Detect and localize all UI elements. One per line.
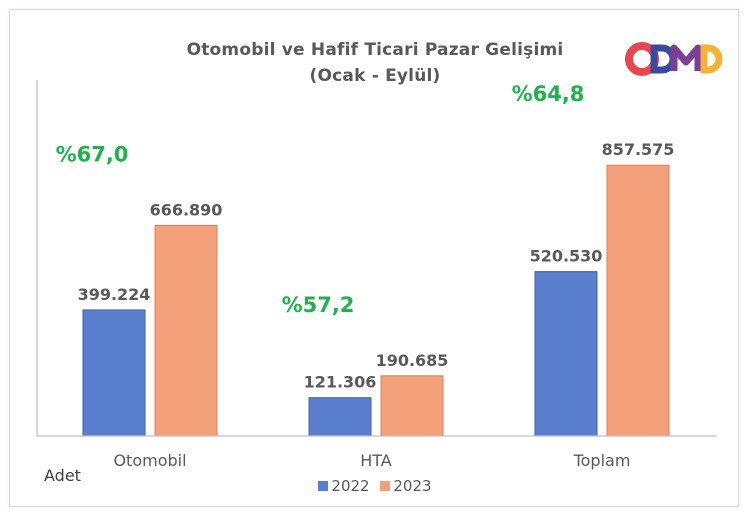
- bar-2023-HTA: [380, 375, 444, 437]
- growth-label-Toplam: %64,8: [512, 82, 585, 106]
- category-label-HTA: HTA: [360, 451, 392, 470]
- legend-swatch-2022: [318, 481, 329, 491]
- legend-label-2022: 2022: [331, 477, 370, 495]
- legend-item-2022: 2022: [318, 477, 370, 495]
- odmd-logo: [625, 42, 723, 76]
- data-label-2022-HTA: 121.306: [304, 373, 377, 392]
- unit-label: Adet: [44, 466, 81, 485]
- legend: 2022 2023: [0, 477, 750, 495]
- bar-2023-Otomobil: [154, 224, 218, 437]
- bar-2022-HTA: [308, 397, 372, 437]
- bar-2022-Otomobil: [82, 309, 146, 437]
- legend-item-2023: 2023: [380, 477, 432, 495]
- growth-label-Otomobil: %67,0: [56, 142, 129, 166]
- legend-label-2023: 2023: [393, 477, 432, 495]
- growth-label-HTA: %57,2: [282, 293, 355, 317]
- chart-title: Otomobil ve Hafif Ticari Pazar Gelişimi: [186, 40, 564, 60]
- category-label-Toplam: Toplam: [573, 451, 631, 470]
- data-label-2023-Toplam: 857.575: [602, 140, 675, 159]
- data-label-2022-Otomobil: 399.224: [78, 285, 151, 304]
- bar-2023-Toplam: [606, 164, 670, 437]
- chart-subtitle: (Ocak - Eylül): [309, 66, 441, 86]
- legend-swatch-2023: [380, 481, 391, 491]
- data-label-2023-Otomobil: 666.890: [150, 200, 223, 219]
- category-label-Otomobil: Otomobil: [113, 451, 186, 470]
- chart-title-block: Otomobil ve Hafif Ticari Pazar Gelişimi …: [0, 37, 750, 89]
- data-label-2023-HTA: 190.685: [376, 351, 449, 370]
- data-label-2022-Toplam: 520.530: [530, 247, 603, 266]
- bar-2022-Toplam: [534, 271, 598, 437]
